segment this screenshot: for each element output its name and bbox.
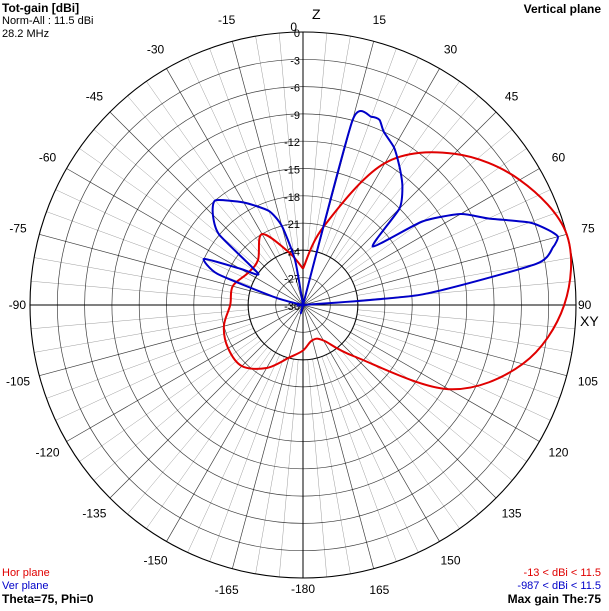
angle-tick-label: 165	[369, 583, 389, 597]
norm-label: Norm-All : 11.5 dBi	[2, 15, 94, 27]
angle-tick-label: 135	[502, 507, 522, 521]
xy-axis-label: XY	[580, 313, 599, 329]
radial-tick-label: -18	[284, 192, 300, 204]
hor-range: -13 < dBi < 11.5	[523, 567, 601, 579]
angle-tick-label: -60	[39, 151, 57, 165]
hor-plane-curve	[222, 151, 573, 391]
radial-tick-label: -21	[284, 219, 300, 231]
radial-tick-label: -9	[290, 110, 300, 122]
angle-tick-label: -15	[218, 13, 236, 27]
angle-tick-label: -30	[147, 43, 165, 57]
radial-tick-label: 0	[294, 28, 300, 40]
radial-tick-label: -6	[290, 83, 300, 95]
angle-tick-label: 45	[505, 89, 519, 103]
ver-range: -987 < dBi < 11.5	[517, 580, 601, 592]
angle-tick-label: 15	[373, 13, 387, 27]
ver-plane-curve	[202, 110, 559, 315]
angle-tick-label: -180	[291, 582, 315, 596]
theta-phi-label: Theta=75, Phi=0	[2, 592, 94, 606]
radial-tick-label: -15	[284, 165, 300, 177]
legend-hor-plane: Hor plane	[2, 567, 50, 579]
angle-tick-label: -135	[82, 507, 106, 521]
legend: Hor plane Ver plane Theta=75, Phi=0	[2, 567, 93, 606]
angle-tick-label: 90	[578, 298, 592, 312]
range-info: -13 < dBi < 11.5 -987 < dBi < 11.5 Max g…	[508, 567, 601, 606]
angle-tick-label: -150	[143, 553, 167, 567]
angle-tick-label: 120	[548, 446, 568, 460]
tick-labels: 0-3-6-9-12-15-18-21-24-27-300 15304560759…	[6, 13, 598, 597]
angle-tick-label: 150	[440, 553, 460, 567]
legend-ver-plane: Ver plane	[2, 580, 49, 592]
angle-tick-label: 105	[578, 374, 598, 388]
angle-tick-label: -165	[215, 583, 239, 597]
polar-grid	[29, 31, 577, 579]
pattern-curves	[202, 110, 573, 391]
angle-tick-label: 0	[290, 20, 297, 34]
header-info: Tot-gain [dBi] Norm-All : 11.5 dBi 28.2 …	[2, 2, 94, 41]
angle-tick-label: 30	[444, 43, 458, 57]
angle-tick-label: -90	[9, 298, 27, 312]
angle-tick-label: -45	[86, 89, 104, 103]
angle-tick-label: -105	[6, 374, 30, 388]
angle-tick-label: -120	[36, 446, 60, 460]
radial-tick-label: -3	[290, 55, 300, 67]
angle-tick-label: -75	[9, 222, 27, 236]
frequency-label: 28.2 MHz	[2, 28, 50, 40]
chart-title: Tot-gain [dBi]	[2, 1, 80, 15]
radial-tick-label: -27	[284, 274, 300, 286]
plane-label: Vertical plane	[523, 2, 601, 16]
z-axis-label: Z	[312, 6, 321, 22]
angle-tick-label: 60	[552, 151, 566, 165]
radial-tick-label: -12	[284, 137, 300, 149]
max-gain-label: Max gain The:75	[507, 592, 601, 606]
angle-tick-label: 75	[581, 222, 595, 236]
